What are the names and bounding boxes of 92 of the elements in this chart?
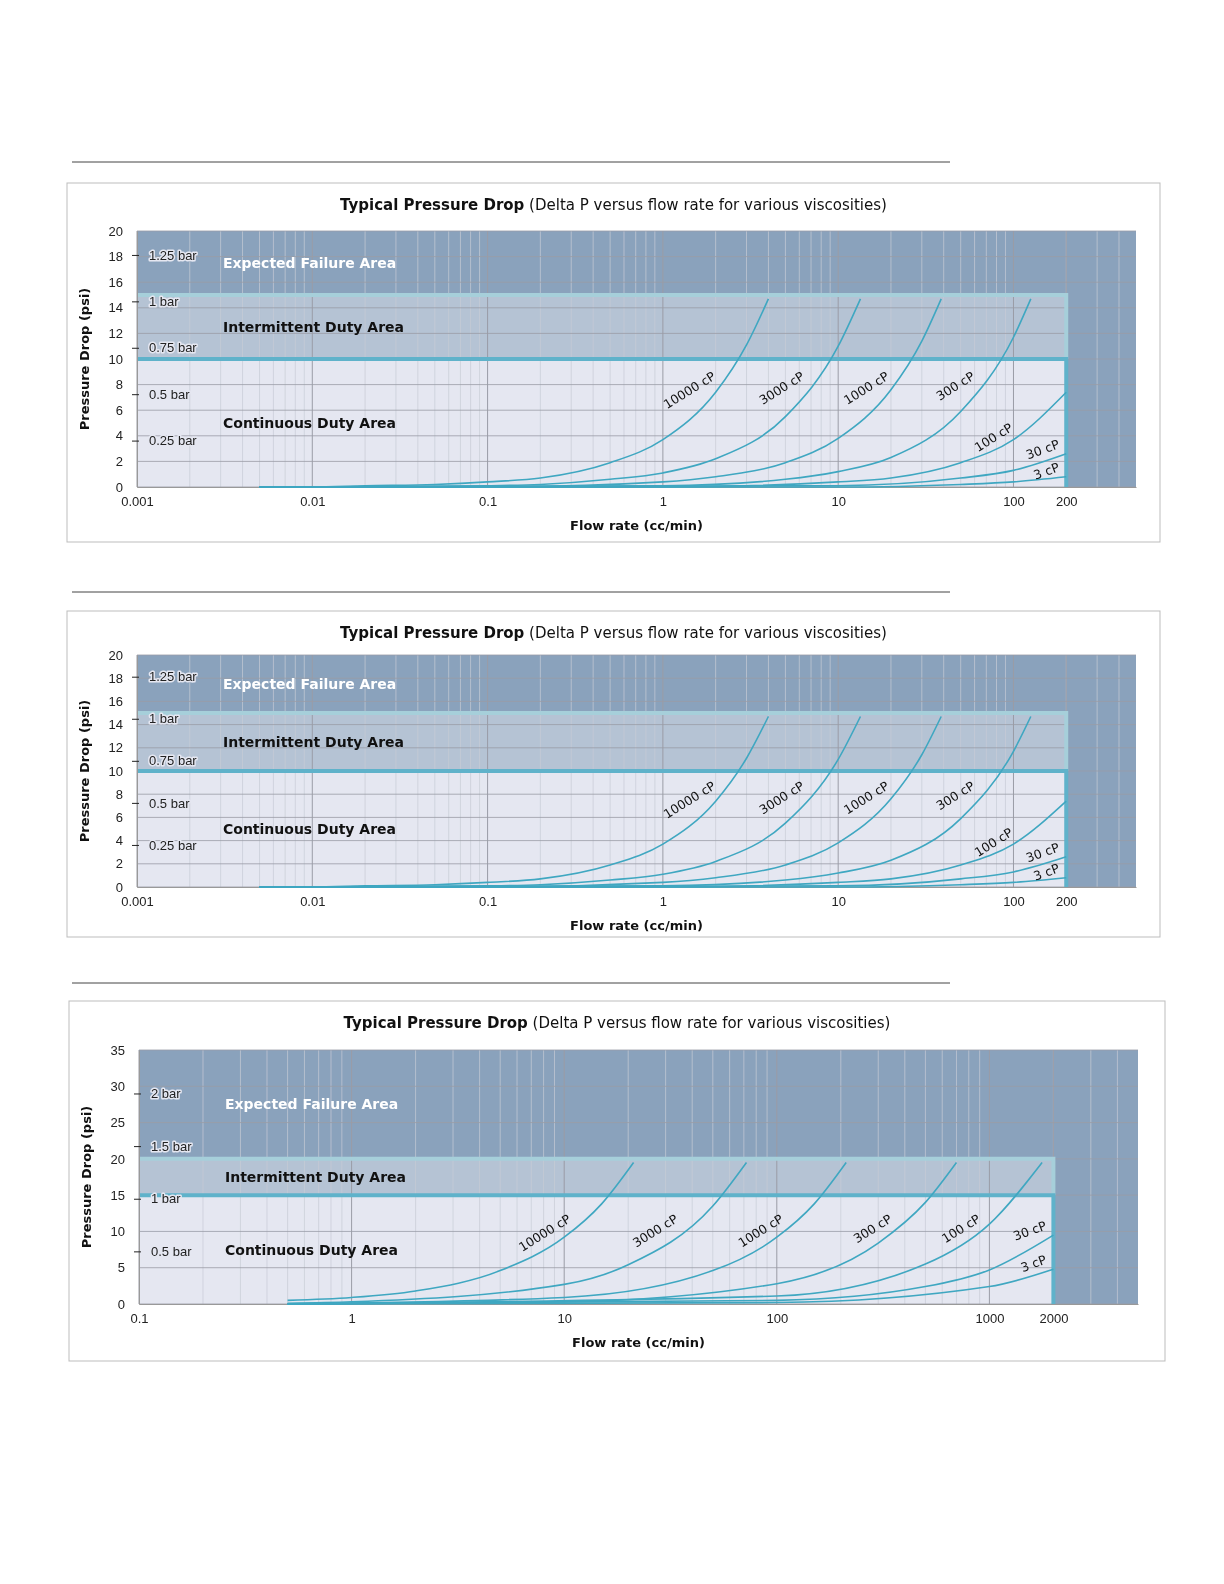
y-tick-label: 0	[117, 1296, 125, 1312]
text: 30 cP	[1011, 1217, 1049, 1244]
y2-tick-label: 1 bar	[149, 294, 180, 310]
x-tick-label: 200	[1055, 494, 1078, 510]
y-tick-label: 30	[110, 1078, 125, 1094]
y-tick-label: 25	[110, 1115, 125, 1131]
band-label: Expected Failure Area	[223, 255, 397, 271]
y2-tick-label: 2 bar	[151, 1086, 182, 1102]
y-axis-title: Pressure Drop (psi)	[77, 287, 92, 431]
y-tick-label: 0	[115, 879, 123, 895]
y-tick-label: 0	[115, 479, 123, 495]
y-tick-label: 4	[115, 428, 123, 444]
y-tick-label: 16	[108, 694, 123, 710]
x-tick-label: 10	[557, 1311, 572, 1327]
x-axis-title: Flow rate (cc/min)	[572, 1335, 705, 1350]
y2-tick-label: 0.5 bar	[151, 1244, 193, 1260]
y2-tick-label: 1.25 bar	[149, 247, 198, 263]
x-tick-label: 1000	[975, 1311, 1005, 1327]
band-label: Intermittent Duty Area	[225, 1169, 407, 1185]
y2-tick-label: 0.75 bar	[149, 753, 198, 769]
x-tick-label: 0.1	[479, 894, 498, 910]
y-tick-label: 2	[115, 454, 123, 470]
y2-tick-label: 0.75 bar	[149, 340, 198, 356]
y-axis-title: Pressure Drop (psi)	[77, 699, 92, 843]
x-tick-label: 10	[831, 494, 846, 510]
y2-tick-label: 1.5 bar	[151, 1138, 193, 1154]
chart-title: Typical Pressure Drop	[340, 196, 525, 214]
y-tick-label: 20	[108, 223, 123, 239]
band-label: Continuous Duty Area	[223, 821, 397, 837]
y-axis-title: Pressure Drop (psi)	[79, 1105, 94, 1249]
text: 300 cP	[933, 777, 978, 814]
text: 100 cP	[971, 824, 1016, 860]
y-tick-label: 12	[108, 740, 123, 756]
band-label: Expected Failure Area	[225, 1096, 399, 1113]
y-tick-label: 10	[108, 763, 123, 779]
y-tick-label: 8	[115, 786, 123, 802]
y-tick-label: 16	[108, 274, 123, 290]
y2-tick-label: 1 bar	[149, 711, 180, 727]
text: 3 cP	[1018, 1251, 1049, 1275]
x-tick-label: 1	[659, 494, 667, 510]
y-tick-label: 18	[108, 670, 123, 686]
y-tick-label: 10	[110, 1224, 125, 1240]
chart-title: Typical Pressure Drop	[340, 624, 525, 642]
chart-title: Typical Pressure Drop	[343, 1014, 529, 1032]
y-tick-label: 14	[108, 717, 123, 733]
band-label: Intermittent Duty Area	[223, 734, 405, 750]
x-tick-label: 10	[831, 894, 846, 910]
y-tick-label: 20	[108, 647, 123, 663]
x-tick-label: 0.01	[300, 894, 326, 910]
y-tick-label: 6	[115, 402, 123, 418]
chart-subtitle: (Delta P versus flow rate for various viscosities)	[527, 1014, 891, 1032]
y-tick-label: 35	[110, 1042, 125, 1058]
x-tick-label: 0.001	[121, 894, 154, 910]
y-tick-label: 20	[110, 1151, 125, 1167]
text: 100 cP	[939, 1210, 984, 1247]
x-tick-label: 0.1	[130, 1311, 149, 1327]
y-tick-label: 5	[117, 1260, 125, 1276]
y2-tick-label: 0.25 bar	[149, 837, 198, 853]
y-tick-label: 6	[115, 810, 123, 826]
y-tick-label: 10	[108, 351, 123, 367]
text: 100 cP	[971, 419, 1016, 455]
y2-tick-label: 0.5 bar	[149, 386, 191, 402]
x-tick-label: 200	[1055, 894, 1078, 910]
chart-subtitle: (Delta P versus flow rate for various viscosities)	[524, 624, 887, 642]
text: 300 cP	[850, 1210, 895, 1247]
y2-tick-label: 0.5 bar	[149, 795, 191, 811]
y-tick-label: 12	[108, 326, 123, 342]
x-tick-label: 0.1	[479, 494, 498, 510]
x-tick-label: 2000	[1039, 1311, 1069, 1327]
text: 300 cP	[933, 368, 978, 404]
x-axis-title: Flow rate (cc/min)	[570, 518, 703, 533]
x-tick-label: 1	[348, 1311, 356, 1327]
band-label: Continuous Duty Area	[225, 1241, 399, 1258]
x-tick-label: 100	[766, 1311, 789, 1327]
chart-subtitle: (Delta P versus flow rate for various viscosities)	[524, 196, 887, 214]
band-label: Expected Failure Area	[223, 676, 397, 692]
band-label: Continuous Duty Area	[223, 415, 397, 431]
x-tick-label: 1	[659, 894, 667, 910]
y-tick-label: 18	[108, 249, 123, 265]
y-tick-label: 14	[108, 300, 123, 316]
x-axis-title: Flow rate (cc/min)	[570, 918, 703, 933]
x-tick-label: 100	[1003, 494, 1025, 510]
x-tick-label: 100	[1003, 894, 1025, 910]
y-tick-label: 4	[115, 833, 123, 849]
y-tick-label: 2	[115, 856, 123, 872]
y2-tick-label: 0.25 bar	[149, 433, 198, 449]
x-tick-label: 0.001	[121, 494, 154, 510]
y-tick-label: 15	[110, 1187, 125, 1203]
y-tick-label: 8	[115, 377, 123, 393]
y2-tick-label: 1.25 bar	[149, 669, 198, 685]
x-tick-label: 0.01	[300, 494, 326, 510]
band-label: Intermittent Duty Area	[223, 319, 405, 335]
